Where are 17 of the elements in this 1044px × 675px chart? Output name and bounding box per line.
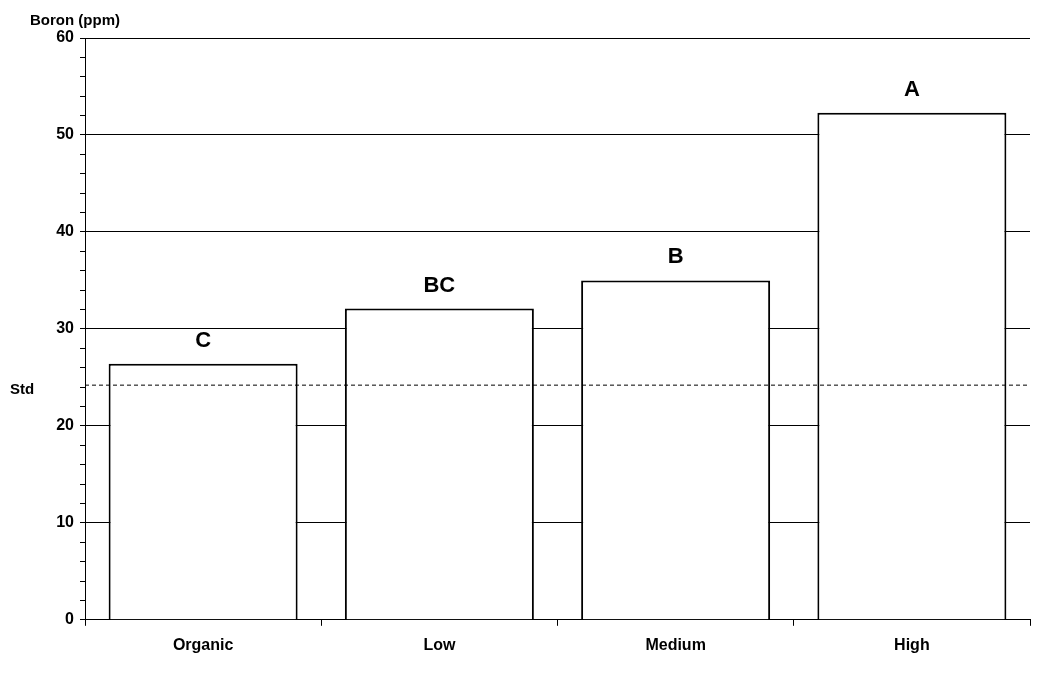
y-tick-label: 30 <box>56 319 75 337</box>
annotation: A <box>903 75 920 101</box>
y-tick-label: 40 <box>56 222 75 240</box>
x-tick-label: High <box>894 635 930 653</box>
y-tick-label: 50 <box>56 125 75 143</box>
x-tick-label: Organic <box>172 635 234 653</box>
annotation: C <box>195 326 212 352</box>
x-tick-label: Low <box>423 635 456 653</box>
y-axis-title: Boron (ppm) <box>30 11 120 28</box>
annotation: BC <box>423 271 456 297</box>
annotation: B <box>667 243 684 269</box>
y-tick-label: 10 <box>56 513 75 531</box>
x-tick-label: Medium <box>645 635 706 653</box>
ref-line-label: Std <box>10 380 35 398</box>
y-tick-label: 20 <box>56 416 75 434</box>
y-tick-label: 60 <box>56 28 75 46</box>
y-tick-label: 0 <box>65 610 75 628</box>
